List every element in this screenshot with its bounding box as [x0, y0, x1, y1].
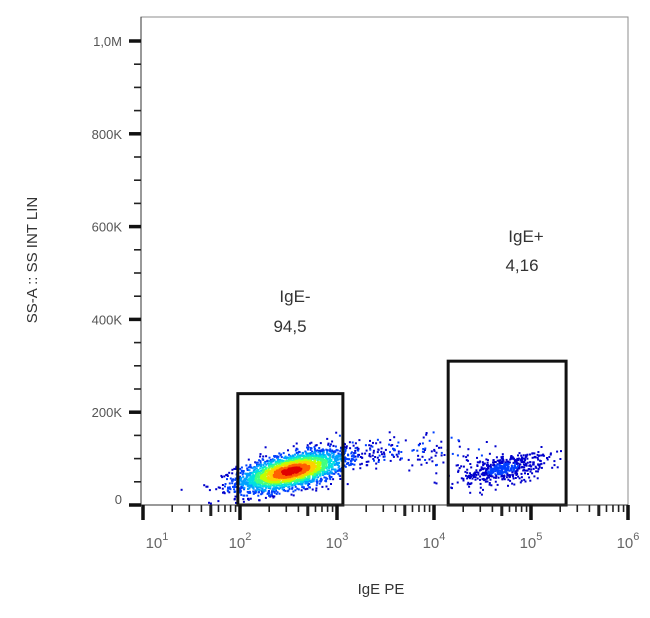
- y-tick-label: 600K: [92, 220, 123, 235]
- plot-frame: [140, 16, 629, 506]
- y-tick-label: 400K: [92, 312, 123, 327]
- x-tick-label: 103: [326, 531, 349, 552]
- gate-label-ige-pos-name: IgE+: [508, 227, 544, 246]
- gate-label-ige-neg-name: IgE-: [279, 287, 310, 306]
- y-tick-label: 0: [115, 492, 122, 507]
- x-axis-title: IgE PE: [358, 581, 405, 598]
- gate-label-ige-pos-percent: 4,16: [505, 256, 538, 275]
- gate-ige-positive[interactable]: [446, 359, 568, 507]
- x-axis: 101 102 103 104 105 106: [141, 504, 640, 552]
- x-tick-label: 102: [229, 531, 252, 552]
- gate-label-ige-neg-percent: 94,5: [273, 317, 306, 336]
- y-tick-label: 1,0M: [93, 34, 122, 49]
- event-dots: [180, 431, 562, 505]
- x-tick-label: 104: [423, 531, 446, 552]
- y-tick-label: 800K: [92, 127, 123, 142]
- y-tick-label: 200K: [92, 405, 123, 420]
- x-tick-label: 106: [617, 531, 640, 552]
- x-tick-label: 101: [146, 531, 169, 552]
- x-tick-label: 105: [520, 531, 543, 552]
- y-axis-title: SS-A :: SS INT LIN: [24, 197, 41, 323]
- y-axis: 0 200K 400K 600K 800K 1,0M: [92, 17, 142, 507]
